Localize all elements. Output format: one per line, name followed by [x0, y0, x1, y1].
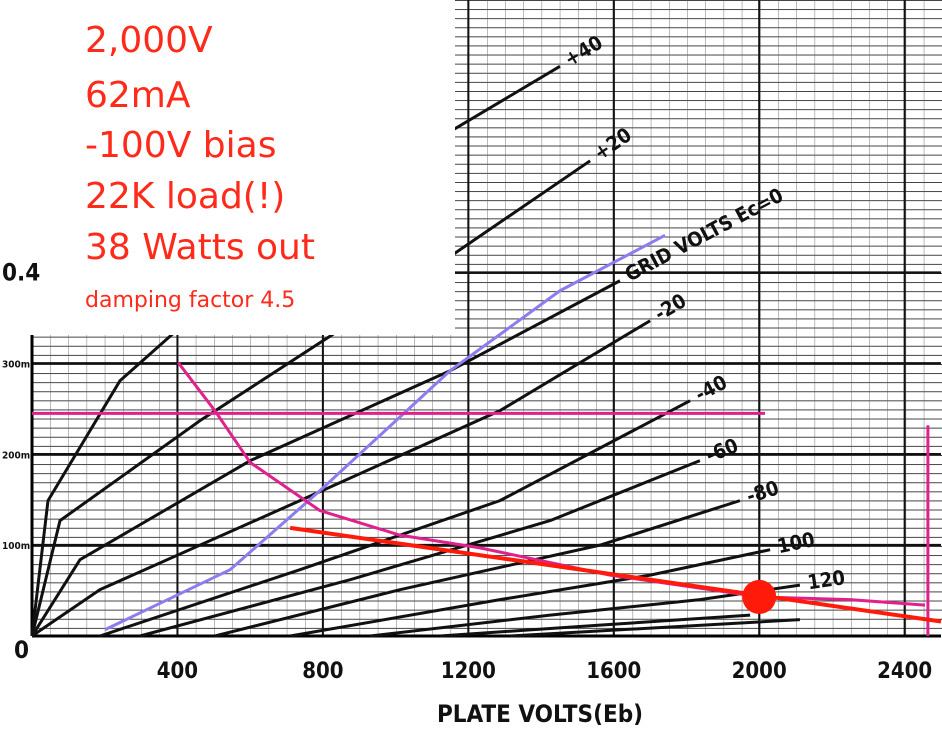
y-tick-label: 300m: [2, 359, 30, 370]
annotation: 2,000V: [85, 20, 213, 61]
x-tick-label: 2400: [877, 659, 932, 684]
series-line: [439, 613, 751, 638]
x-tick-label: 2000: [732, 659, 787, 684]
x-tick-label: 800: [302, 659, 343, 684]
x-tick-label: 1600: [586, 659, 641, 684]
series-line: [30, 159, 591, 637]
series-line: [510, 618, 801, 638]
curve-label: 120: [806, 565, 847, 594]
annotations: 2,000V 62mA -100V bias 22K load(!) 38 Watts …: [85, 20, 315, 313]
series-line: [214, 499, 741, 638]
operating-point: [742, 579, 777, 614]
y-tick-label: 0.4: [2, 259, 40, 287]
series-line: [31, 319, 651, 638]
annotation: 22K load(!): [85, 176, 285, 217]
annotation: 62mA: [85, 75, 191, 116]
series-line: [104, 233, 666, 631]
annotation: damping factor 4.5: [85, 288, 295, 313]
series-line: [176, 361, 926, 607]
x-tick-label: 1200: [441, 659, 496, 684]
series-line: [289, 548, 771, 638]
y-tick-label: 200m: [2, 450, 30, 461]
y-tick-label: 100m: [2, 541, 30, 552]
annotation: 38 Watts out: [85, 227, 315, 268]
series-line: [289, 525, 942, 624]
x-axis-title: PLATE VOLTS(Eb): [437, 700, 643, 728]
plot-area: [30, 0, 942, 638]
x-tick-label: 400: [157, 659, 198, 684]
y-tick-label: 0: [14, 636, 29, 664]
annotation-box: [0, 0, 455, 335]
annotation: -100V bias: [85, 125, 276, 166]
